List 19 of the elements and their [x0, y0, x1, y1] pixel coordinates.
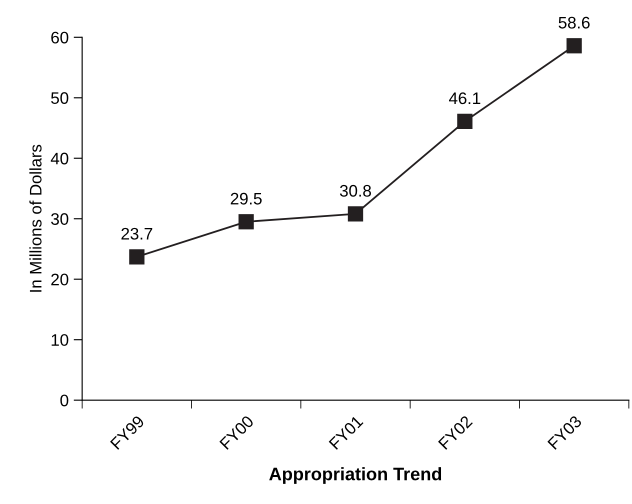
data-label: 23.7: [121, 228, 152, 240]
point: [348, 206, 364, 222]
point: [238, 214, 254, 230]
y-tick-label: 40: [50, 152, 68, 164]
point: [129, 249, 144, 264]
data-label: 58.6: [558, 16, 590, 29]
point: [457, 114, 472, 130]
y-axis-title: In Millions of Dollars: [29, 144, 42, 292]
data-label: 29.5: [230, 192, 262, 205]
x-axis-title: Appropriation Trend: [269, 467, 442, 484]
y-tick-label: 30: [51, 213, 68, 225]
data-label: 46.1: [449, 92, 480, 104]
y-tick-label: 60: [51, 32, 68, 44]
y-tick-label: 10: [52, 334, 68, 346]
y-tick-label: 20: [51, 274, 68, 286]
data-label: 30.8: [340, 184, 371, 197]
point: [566, 38, 582, 54]
y-tick-label: 0: [60, 394, 68, 406]
y-tick-label: 50: [51, 92, 68, 104]
